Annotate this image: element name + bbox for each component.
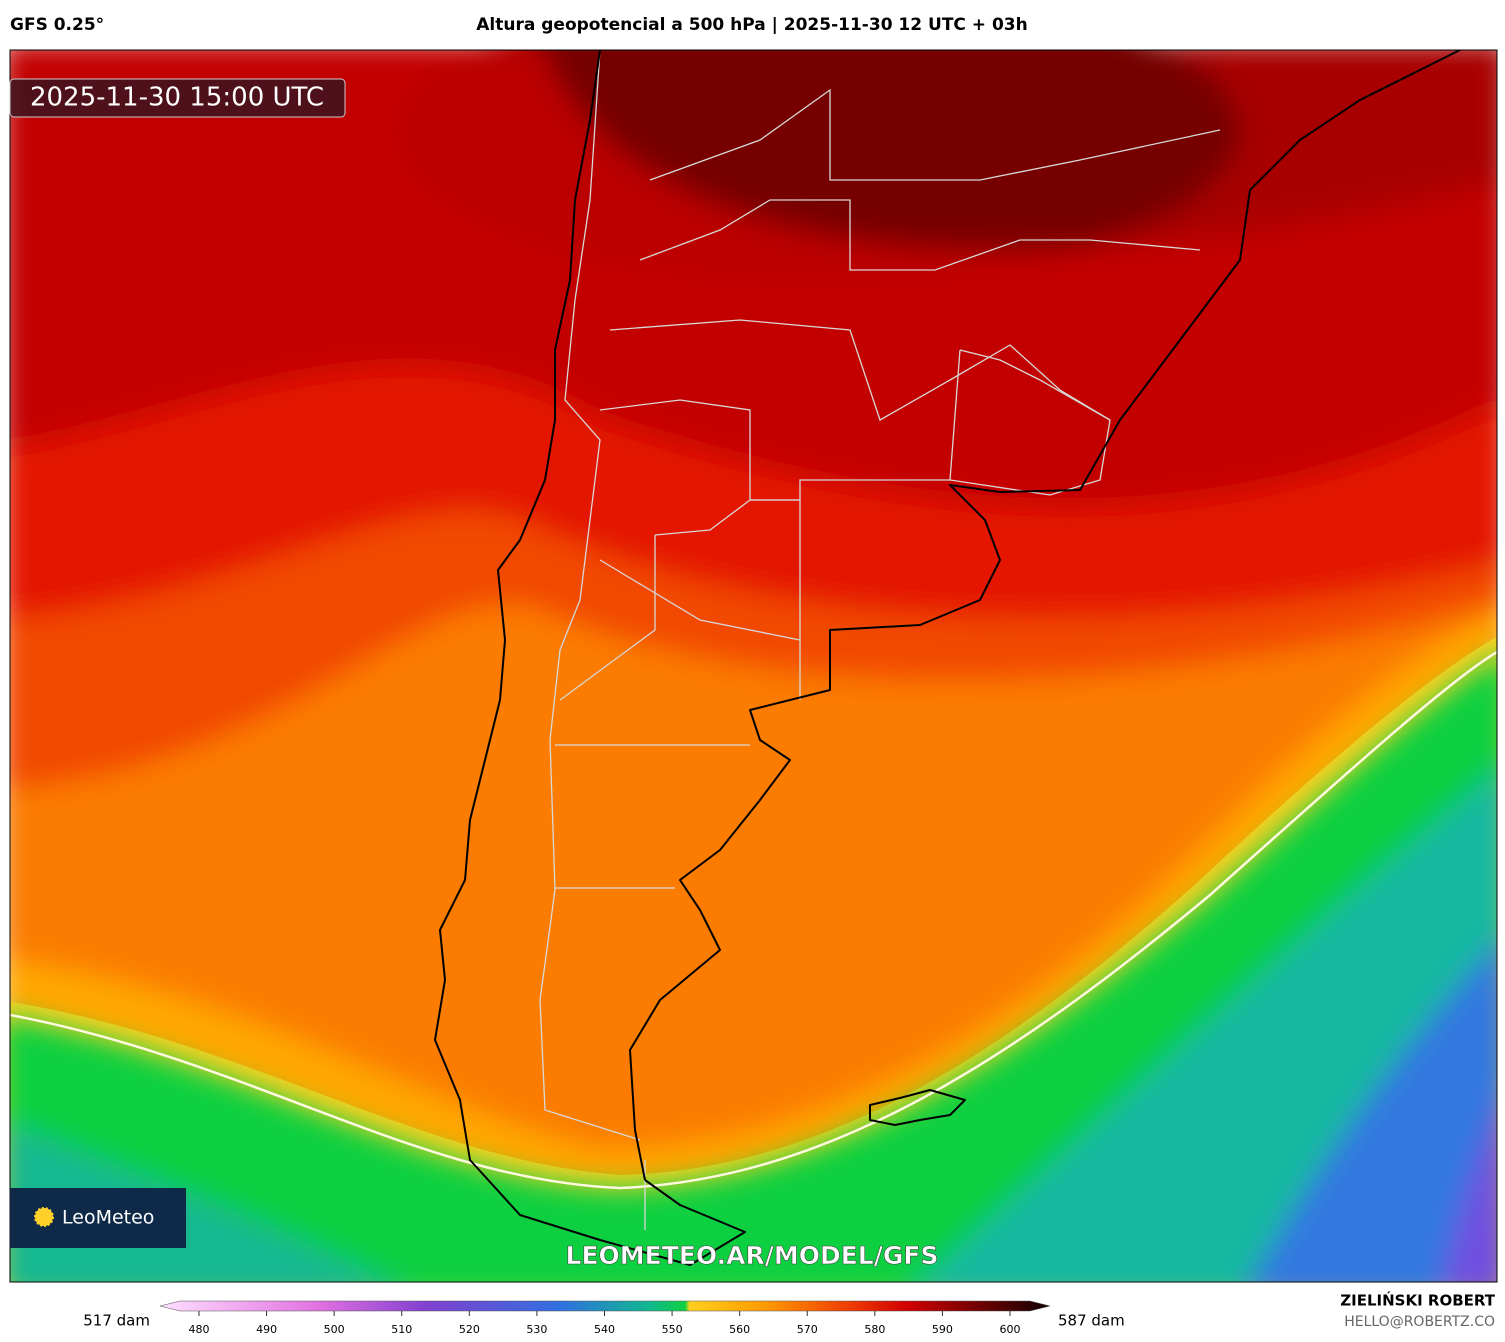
colorbar-tick-label: 590 — [932, 1323, 953, 1336]
colorbar-ticks: 480 490 500 510 520 530 540 550 560 570 580 590 600 — [189, 1311, 1021, 1336]
colorbar-tick-label: 550 — [662, 1323, 683, 1336]
colorbar-tick-label: 500 — [324, 1323, 345, 1336]
colorbar-tick-label: 570 — [797, 1323, 818, 1336]
watermark: LEOMETEO.AR/MODEL/GFS — [566, 1241, 939, 1270]
colorbar-tick-label: 530 — [526, 1323, 547, 1336]
colorbar-tick-label: 480 — [189, 1323, 210, 1336]
contour-line — [10, 650, 1497, 1190]
timestamp-box — [9, 78, 346, 118]
colorbar-tick-label: 540 — [594, 1323, 615, 1336]
colorbar-max-label: 587 dam — [1058, 1312, 1125, 1330]
email: HELLO@ROBERTZ.CO — [1344, 1314, 1495, 1330]
map-title: Altura geopotencial a 500 hPa | 2025-11-… — [476, 15, 1027, 35]
model-label: GFS 0.25° — [10, 15, 104, 35]
colorbar-tick-label: 490 — [256, 1323, 277, 1336]
colorbar-tick-label: 600 — [1000, 1323, 1021, 1336]
borders — [539, 50, 1221, 1230]
timestamp: 2025-11-30 15:00 UTC — [30, 83, 324, 113]
logo-text: LeoMeteo — [62, 1207, 154, 1229]
colorbar-tick-label: 580 — [864, 1323, 885, 1336]
map-frame — [9, 49, 1498, 1283]
colorbar-tick-label: 560 — [729, 1323, 750, 1336]
coastline — [434, 50, 1461, 1266]
colorbar-min-label: 517 dam — [83, 1312, 150, 1330]
logo-sun — [34, 1207, 54, 1227]
colorbar-tick-label: 510 — [391, 1323, 412, 1336]
colorbar — [159, 1300, 1051, 1312]
author: ZIELIŃSKI ROBERT — [1340, 1291, 1495, 1310]
colorbar-tick-label: 520 — [459, 1323, 480, 1336]
map-area — [10, 50, 1497, 1282]
